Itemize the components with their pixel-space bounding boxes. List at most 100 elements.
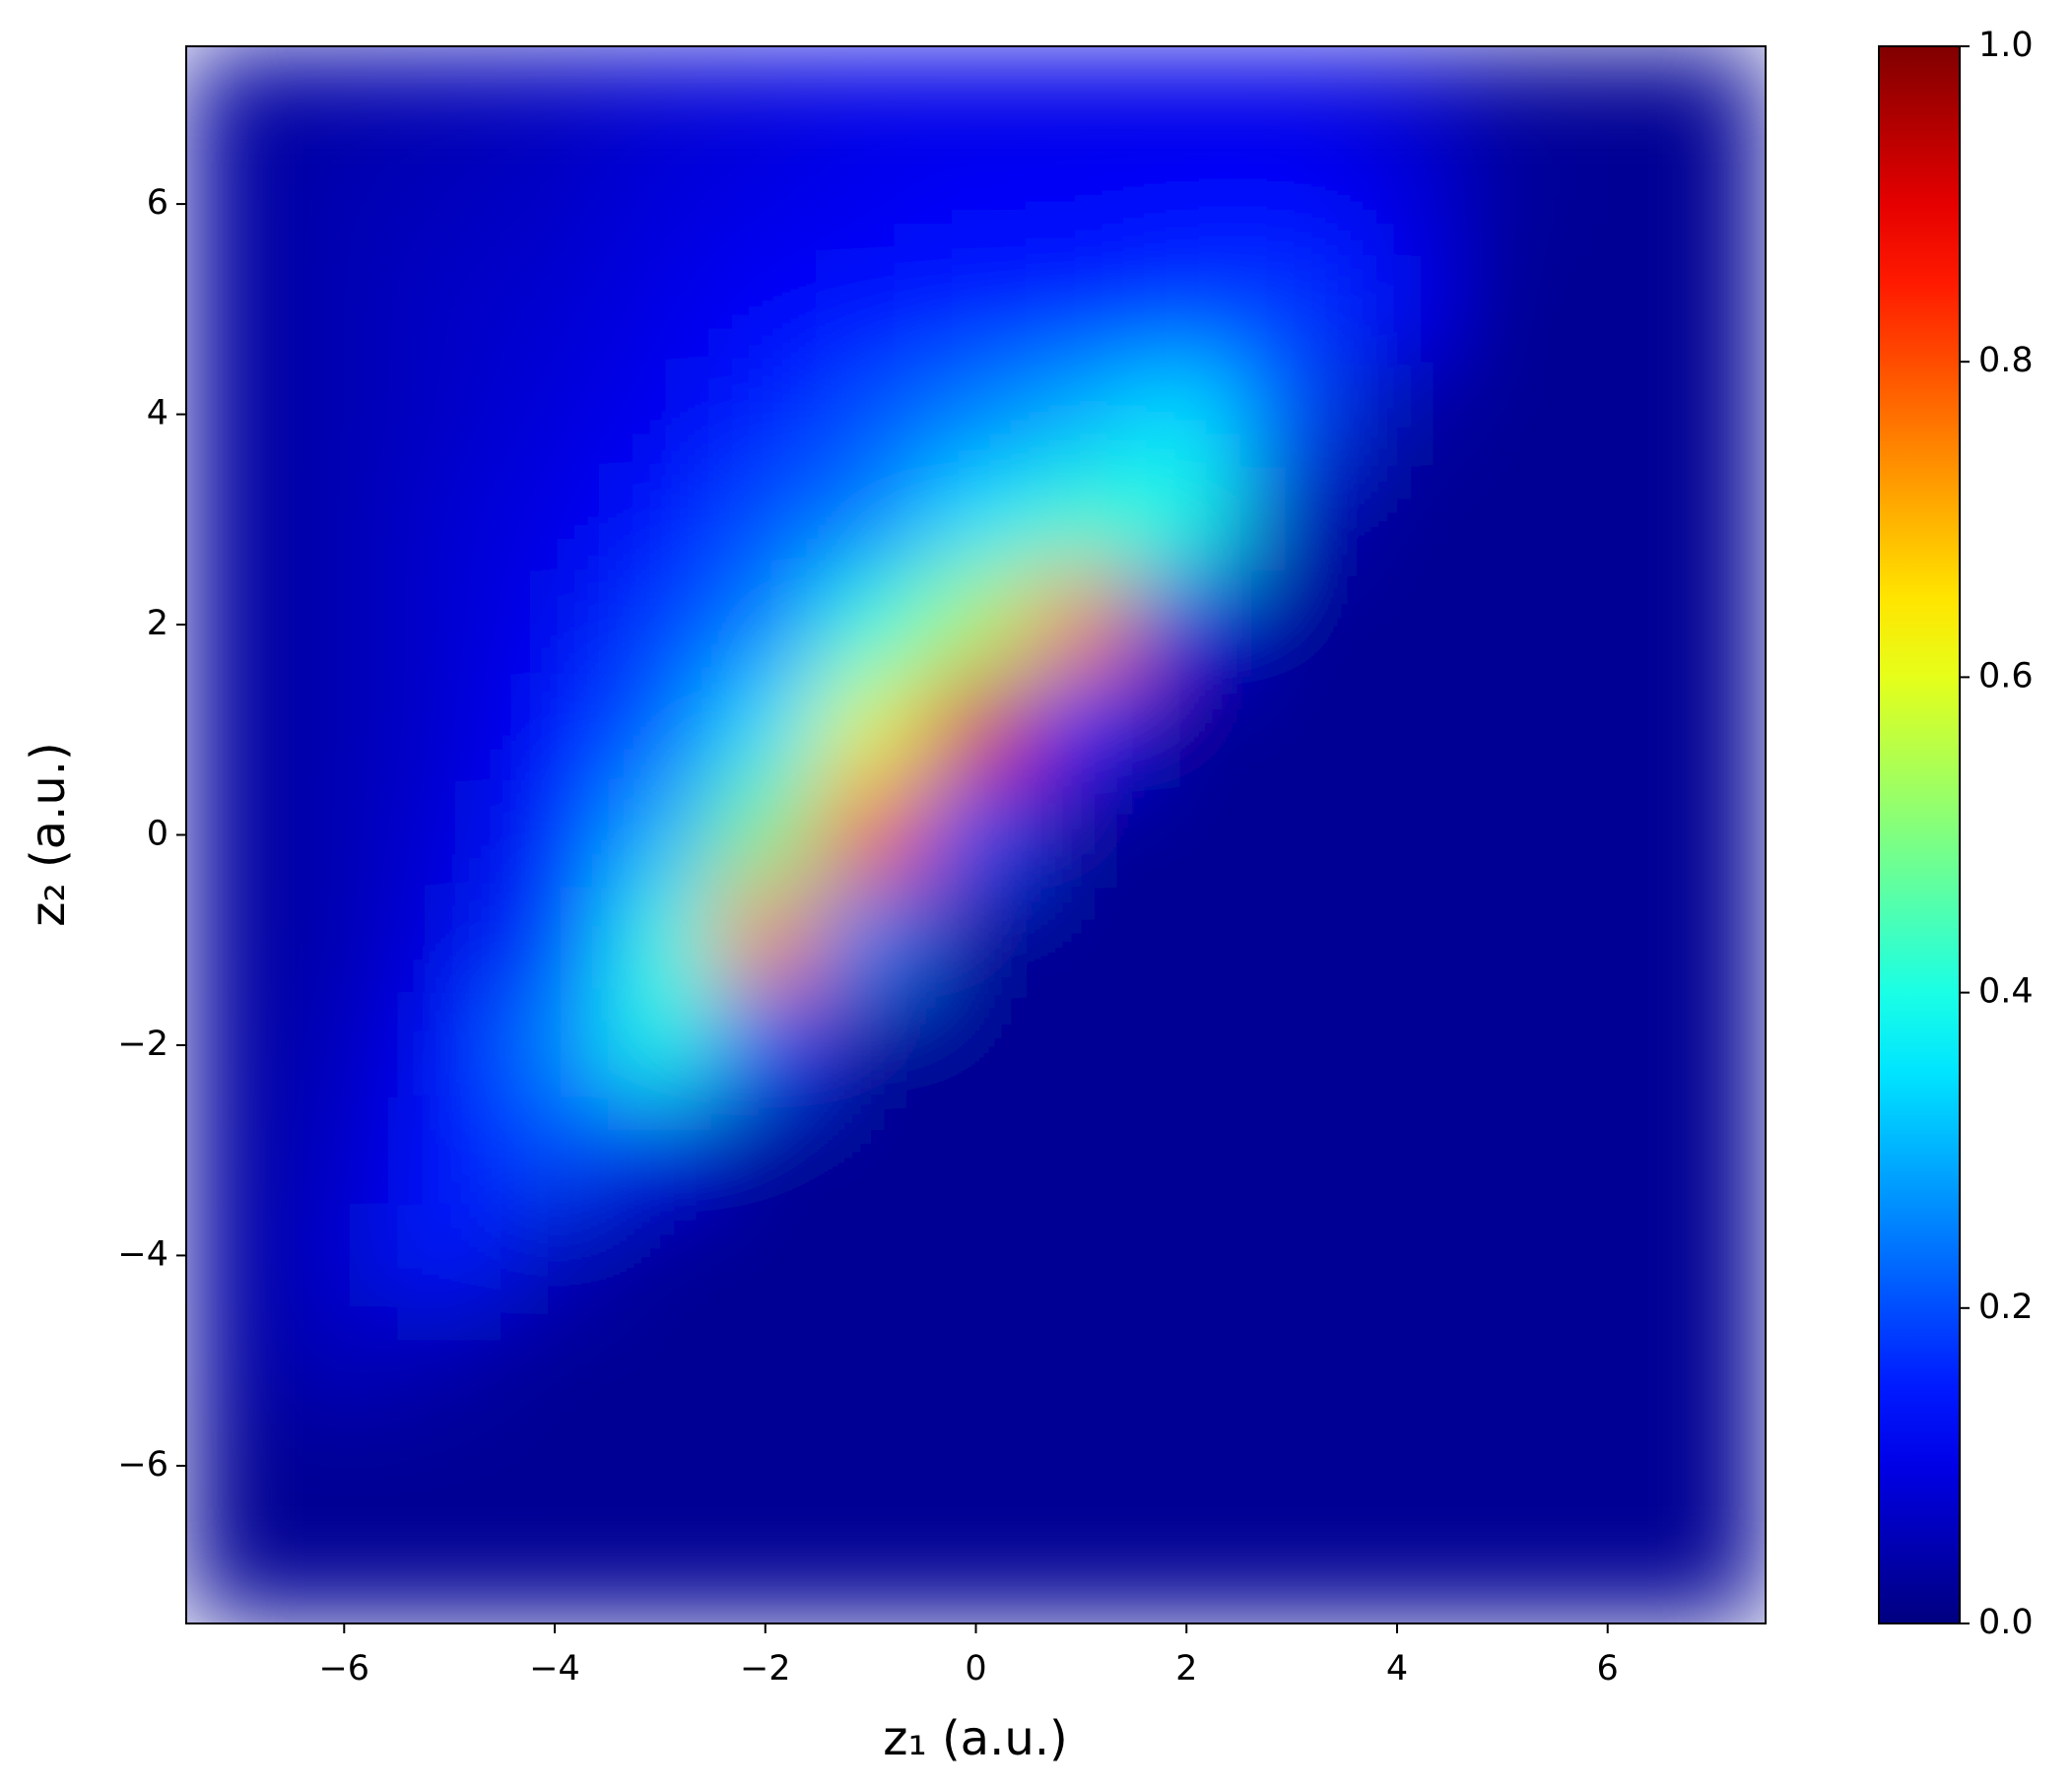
heat-cell xyxy=(606,992,713,1098)
heat-cell xyxy=(501,255,608,363)
heat-cell xyxy=(186,466,293,573)
heat-cell xyxy=(1238,361,1346,468)
heat-cell xyxy=(1238,1096,1346,1204)
heat-cell xyxy=(817,255,924,363)
heat-cell xyxy=(186,1307,293,1415)
heat-cell xyxy=(817,1096,924,1204)
heat-cell xyxy=(396,255,503,363)
heat-cell xyxy=(186,255,293,363)
heat-cell xyxy=(291,676,398,783)
colorbar-tick-label: 0.8 xyxy=(1978,341,2034,380)
heat-cell xyxy=(1028,1517,1135,1623)
heat-cell xyxy=(291,781,398,889)
heat-cell xyxy=(291,1202,398,1309)
heat-cell xyxy=(291,151,398,257)
heat-cell xyxy=(817,466,924,573)
heat-cell xyxy=(396,361,503,468)
heat-cell xyxy=(1133,361,1240,468)
heat-cell xyxy=(1344,781,1450,889)
heat-cell xyxy=(291,46,398,153)
heat-cell xyxy=(396,1307,503,1415)
heat-cell xyxy=(606,1413,713,1519)
heat-cell xyxy=(186,46,293,153)
heat-cell xyxy=(1554,1307,1661,1415)
y-tick-label: −4 xyxy=(117,1234,168,1274)
y-tick-label: 6 xyxy=(147,183,168,223)
heat-cell xyxy=(1238,46,1346,153)
heat-cell xyxy=(1659,676,1766,783)
heat-cell xyxy=(1554,361,1661,468)
heat-cell xyxy=(291,361,398,468)
heat-cell xyxy=(1028,466,1135,573)
heat-cell xyxy=(817,151,924,257)
x-tick-label: 6 xyxy=(1597,1649,1619,1689)
heat-cell xyxy=(1344,1307,1450,1415)
colorbar xyxy=(1878,45,1961,1624)
heat-cell xyxy=(1344,1413,1450,1519)
heat-cell xyxy=(1133,1413,1240,1519)
heat-cell xyxy=(291,255,398,363)
heat-cell xyxy=(1344,361,1450,468)
heat-cell xyxy=(1028,1096,1135,1204)
heat-cell xyxy=(922,255,1030,363)
heat-cell xyxy=(1659,781,1766,889)
heat-cell xyxy=(817,781,924,889)
heat-cell xyxy=(1133,46,1240,153)
heat-cell xyxy=(396,466,503,573)
heat-cell xyxy=(606,1096,713,1204)
heat-cell xyxy=(186,676,293,783)
heat-cell xyxy=(922,1413,1030,1519)
heat-cell xyxy=(1344,466,1450,573)
heat-cell xyxy=(501,1202,608,1309)
heat-cell xyxy=(711,887,819,994)
y-axis-label: z₂ (a.u.) xyxy=(21,742,76,927)
heat-cell xyxy=(711,1096,819,1204)
heat-cell xyxy=(501,1517,608,1623)
heat-cell xyxy=(1238,571,1346,678)
heat-cell xyxy=(1554,1517,1661,1623)
heat-cell xyxy=(1554,1202,1661,1309)
heat-cell xyxy=(1554,887,1661,994)
heat-cell xyxy=(922,361,1030,468)
heat-cell xyxy=(1344,255,1450,363)
heat-cell xyxy=(291,1517,398,1623)
y-tick-label: 2 xyxy=(147,604,168,643)
heat-cell xyxy=(606,255,713,363)
heat-cell xyxy=(711,46,819,153)
heat-cell xyxy=(1238,1202,1346,1309)
heat-cell xyxy=(1448,46,1556,153)
heat-cell xyxy=(817,992,924,1098)
heat-cell xyxy=(1238,151,1346,257)
heat-cell xyxy=(1028,151,1135,257)
heat-cell xyxy=(501,781,608,889)
heat-cell xyxy=(291,1307,398,1415)
heat-cell xyxy=(501,571,608,678)
heat-cell xyxy=(501,992,608,1098)
heat-cell xyxy=(711,255,819,363)
heat-cell xyxy=(396,1096,503,1204)
heat-cell xyxy=(1659,255,1766,363)
heat-cell xyxy=(501,1307,608,1415)
colorbar-tick-label: 0.0 xyxy=(1978,1603,2034,1642)
heat-cell xyxy=(396,1517,503,1623)
heat-cell xyxy=(1448,1307,1556,1415)
heat-cell xyxy=(186,992,293,1098)
heat-cell xyxy=(922,1096,1030,1204)
heat-cell xyxy=(396,151,503,257)
x-tick-label: −2 xyxy=(740,1649,791,1689)
heat-cell xyxy=(501,1413,608,1519)
heat-cell xyxy=(1659,361,1766,468)
heat-cell xyxy=(1028,571,1135,678)
heat-cell xyxy=(817,1413,924,1519)
colorbar-tick-label: 0.2 xyxy=(1978,1288,2034,1327)
x-tick-label: 0 xyxy=(965,1649,986,1689)
heat-cell xyxy=(1659,1096,1766,1204)
heat-cell xyxy=(1344,1517,1450,1623)
heat-cell xyxy=(1133,676,1240,783)
x-tick-label: 4 xyxy=(1386,1649,1408,1689)
heat-cell xyxy=(1028,361,1135,468)
heat-cell xyxy=(1659,1202,1766,1309)
y-tick-label: 0 xyxy=(147,815,168,854)
heat-cell xyxy=(606,887,713,994)
heat-cell xyxy=(501,887,608,994)
